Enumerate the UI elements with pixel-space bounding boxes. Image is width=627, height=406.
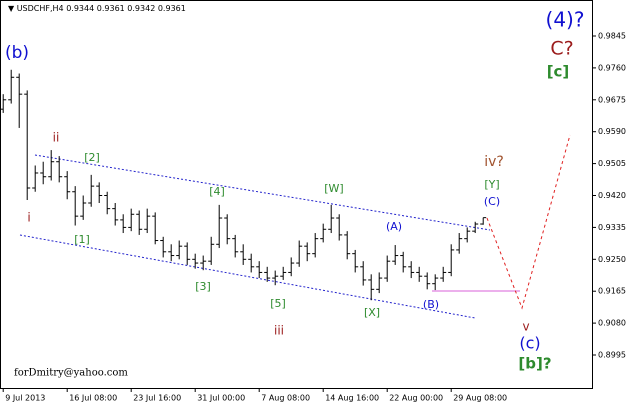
wave-label: (A) [386, 220, 402, 233]
wave-label: v [522, 320, 529, 334]
x-tick-label: 14 Aug 16:00 [325, 394, 379, 403]
wave-label: (4)? [546, 8, 585, 32]
wave-label: [X] [364, 306, 380, 319]
wave-label: [b]? [518, 355, 551, 373]
x-tick-label: 29 Aug 08:00 [453, 394, 507, 403]
menu-triangle[interactable]: ▼ [8, 4, 17, 13]
wave-label: ii [53, 131, 60, 145]
projection [486, 134, 571, 310]
x-tick-label: 7 Aug 08:00 [261, 394, 310, 403]
channel-upper [34, 154, 491, 231]
x-tick-label: 16 Jul 08:00 [69, 394, 117, 403]
x-tick-label: 23 Jul 16:00 [133, 394, 181, 403]
wave-label: [c] [547, 63, 570, 81]
wave-label: iv? [484, 154, 504, 170]
wave-label: (C) [484, 195, 500, 208]
symbol: USDCHF,H4 [17, 4, 64, 13]
y-tick-label: 0.9590 [598, 127, 626, 136]
wave-label: [1] [74, 233, 90, 246]
wave-label: iii [274, 324, 284, 338]
y-tick-label: 0.9845 [598, 31, 626, 40]
x-tick-label: 22 Aug 00:00 [389, 394, 443, 403]
y-tick-label: 0.9675 [598, 95, 626, 104]
y-tick-label: 0.9250 [598, 255, 626, 264]
wave-label: [2] [84, 151, 100, 164]
close: 0.9361 [158, 4, 186, 13]
wave-label: (B) [423, 298, 439, 311]
y-tick-label: 0.9335 [598, 223, 626, 232]
credit: forDmitry@yahoo.com [14, 368, 128, 379]
wave-label: C? [550, 38, 573, 60]
wave-label: [3] [195, 280, 211, 293]
low: 0.9342 [127, 4, 155, 13]
x-tick-label: 31 Jul 00:00 [197, 394, 245, 403]
wave-label: (c) [519, 334, 540, 353]
y-tick-label: 0.9505 [598, 159, 626, 168]
wave-label: [4] [209, 185, 225, 198]
wave-label: i [27, 211, 30, 225]
open: 0.9344 [66, 4, 94, 13]
header: ▼ USDCHF,H4 0.9344 0.9361 0.9342 0.9361 [8, 4, 186, 13]
y-tick-label: 0.9760 [598, 63, 626, 72]
y-tick-label: 0.9420 [598, 191, 626, 200]
wave-label: [5] [270, 297, 286, 310]
annotations: (b) ii i [2] [1] [3] [4] [5] iii [W] [X]… [5, 8, 585, 373]
high: 0.9361 [97, 4, 125, 13]
plot-frame [0, 0, 593, 389]
y-tick-label: 0.9165 [598, 287, 626, 296]
x-tick-label: 9 Jul 2013 [5, 394, 45, 403]
wave-label: (b) [5, 43, 29, 63]
y-tick-label: 0.9080 [598, 319, 626, 328]
wave-label: [W] [324, 182, 343, 195]
wave-label: [Y] [484, 178, 499, 191]
channel-lower [19, 234, 476, 319]
y-tick-label: 0.8995 [598, 351, 626, 360]
